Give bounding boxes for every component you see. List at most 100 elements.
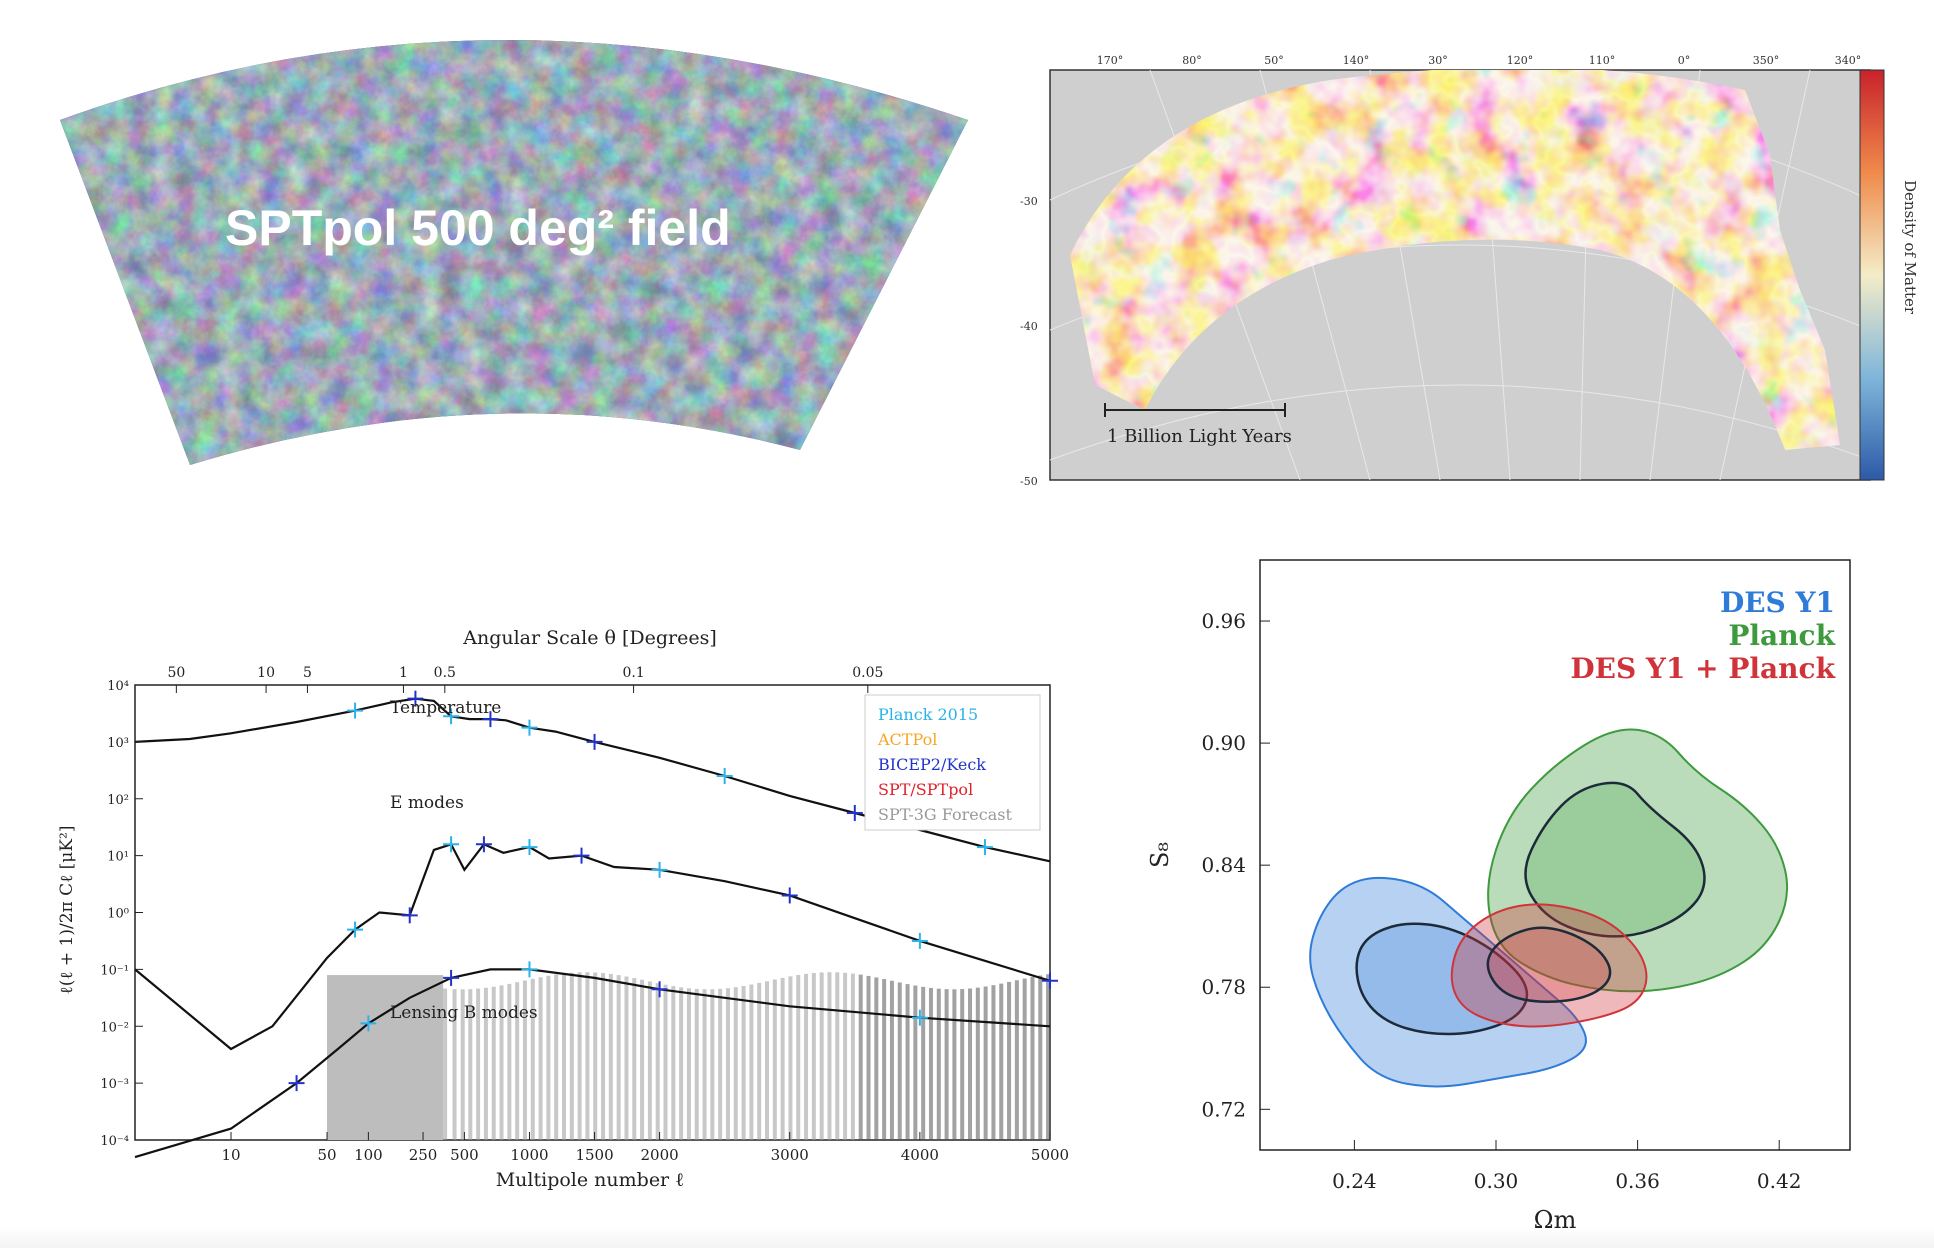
forecast-bar xyxy=(491,986,496,1140)
des-lat-labels: -30 -40 -50 xyxy=(1020,195,1038,488)
x-tick-label: 1500 xyxy=(575,1146,613,1164)
forecast-bar xyxy=(443,988,448,1140)
forecast-bar xyxy=(960,989,965,1140)
s8-x-tick-label: 0.24 xyxy=(1332,1169,1377,1193)
forecast-bar xyxy=(452,989,457,1140)
y-tick-label: 10⁻³ xyxy=(100,1077,129,1092)
x-tick-label: 5000 xyxy=(1031,1146,1069,1164)
des-lat-label: -50 xyxy=(1020,475,1038,488)
forecast-bar xyxy=(944,989,949,1140)
forecast-bar xyxy=(483,987,488,1140)
des-lon-label: 30° xyxy=(1428,54,1448,67)
forecast-bar xyxy=(608,973,613,1140)
x-tick-label: 100 xyxy=(354,1146,383,1164)
top-tick-label: 0.1 xyxy=(622,665,644,681)
forecast-bar xyxy=(601,973,606,1140)
forecast-bar xyxy=(593,972,598,1140)
top-tick-label: 50 xyxy=(167,665,185,681)
forecast-bar xyxy=(671,986,676,1140)
forecast-bar xyxy=(897,982,902,1140)
s8-y-label: S₈ xyxy=(1146,842,1174,868)
forecast-bar xyxy=(632,978,637,1140)
forecast-bar xyxy=(1022,978,1027,1140)
x-tick-label: 10 xyxy=(221,1146,240,1164)
forecast-bar xyxy=(577,972,582,1140)
top-tick-label: 0.5 xyxy=(434,665,456,681)
forecast-bar xyxy=(499,985,504,1140)
des-lon-label: 50° xyxy=(1264,54,1284,67)
forecast-bar xyxy=(515,982,520,1140)
forecast-block xyxy=(327,975,444,1140)
spectrum-annotations: Temperature E modes Lensing B modes xyxy=(390,698,538,1023)
des-lat-label: -40 xyxy=(1020,320,1038,333)
y-tick-label: 10¹ xyxy=(107,850,129,865)
spectrum-y-label: ℓ(ℓ + 1)/2π Cℓ [μK²] xyxy=(57,826,77,995)
y-tick-label: 10⁻⁴ xyxy=(100,1134,129,1149)
forecast-bar xyxy=(733,987,738,1140)
x-tick-label: 500 xyxy=(450,1146,479,1164)
forecast-bar xyxy=(647,981,652,1140)
power-spectrum-panel: 10 50 100 250 500 1000 1500 2000 3000 4000 5000 10… xyxy=(40,600,1080,1200)
sptpol-map-panel: SPTpol 500 deg² field xyxy=(40,10,970,480)
forecast-bar xyxy=(1014,980,1019,1140)
spectrum-annotation: Lensing B modes xyxy=(390,1003,538,1023)
forecast-bar xyxy=(546,975,551,1140)
forecast-bar xyxy=(741,985,746,1140)
forecast-bar xyxy=(882,979,887,1140)
forecast-bar xyxy=(686,988,691,1140)
s8-x-tick-label: 0.30 xyxy=(1474,1169,1519,1193)
contour-planck-68 xyxy=(1524,781,1706,938)
des-lon-label: 110° xyxy=(1589,54,1616,67)
forecast-bar xyxy=(827,972,832,1140)
forecast-bar xyxy=(765,981,770,1140)
forecast-bar xyxy=(522,980,527,1140)
forecast-bar xyxy=(1038,975,1043,1140)
s8-legend-entry: DES Y1 xyxy=(1720,586,1835,619)
des-lon-label: 140° xyxy=(1343,54,1370,67)
sptpol-title: SPTpol 500 deg² field xyxy=(225,200,731,256)
spectrum-legend-entry: Planck 2015 xyxy=(878,705,978,724)
des-lon-label: 170° xyxy=(1097,54,1124,67)
forecast-bar xyxy=(780,977,785,1140)
forecast-bar xyxy=(811,972,816,1140)
des-colorbar xyxy=(1859,69,1885,481)
forecast-bar xyxy=(616,975,621,1140)
des-lon-label: 120° xyxy=(1507,54,1534,67)
forecast-bar xyxy=(507,983,512,1140)
spectrum-legend: Planck 2015 ACTPol BICEP2/Keck SPT/SPTpol SP… xyxy=(877,705,1012,824)
spectrum-x-label: Multipole number ℓ xyxy=(496,1169,685,1191)
forecast-bar xyxy=(889,980,894,1140)
des-lon-label: 80° xyxy=(1182,54,1202,67)
spectrum-line-lensing-b-modes xyxy=(134,968,1051,1159)
des-lon-label: 350° xyxy=(1753,54,1780,67)
des-lat-label: -30 xyxy=(1020,195,1038,208)
forecast-bar xyxy=(850,973,855,1140)
contour-des-y1-planck-68 xyxy=(1486,926,1612,1004)
s8-legend-entry: DES Y1 + Planck xyxy=(1570,652,1835,685)
des-density-map: Density of Matter 170° 80° 50° 140° 30° 120° 1… xyxy=(1020,54,1919,488)
contour-des-y1-68 xyxy=(1355,922,1529,1036)
forecast-bar xyxy=(999,983,1004,1140)
forecast-bar xyxy=(921,986,926,1140)
spectrum-annotation: Temperature xyxy=(390,698,501,718)
forecast-bar xyxy=(858,974,863,1140)
forecast-bar xyxy=(968,988,973,1140)
forecast-bar xyxy=(796,974,801,1140)
contour-des-y1-planck-95 xyxy=(1450,903,1648,1028)
des-density-map-panel: Density of Matter 170° 80° 50° 140° 30° 120° 1… xyxy=(1000,30,1920,490)
forecast-bar xyxy=(624,976,629,1140)
forecast-bar xyxy=(554,974,559,1140)
forecast-bar xyxy=(679,987,684,1140)
s8-omegam-panel: 0.24 0.30 0.36 0.42 0.96 0.90 0.84 0.78 0.72 Ωm… xyxy=(1130,550,1910,1240)
forecast-bar xyxy=(1046,974,1051,1140)
sptpol-map: SPTpol 500 deg² field xyxy=(60,40,968,465)
forecast-bar xyxy=(843,972,848,1140)
forecast-bar xyxy=(983,986,988,1140)
spt3g-forecast-bands xyxy=(327,972,1051,1140)
spectrum-x-ticks: 10 50 100 250 500 1000 1500 2000 3000 4000 5000 xyxy=(221,1132,1069,1164)
s8-omegam-chart: 0.24 0.30 0.36 0.42 0.960.900.840.780.72 Ωm… xyxy=(1146,559,1851,1234)
forecast-bar xyxy=(663,984,668,1140)
spectrum-y-ticks: 10⁴ 10³ 10² 10¹ 10⁰ 10⁻¹ 10⁻² 10⁻³ 10⁻⁴ xyxy=(100,679,143,1149)
forecast-bar xyxy=(928,987,933,1140)
